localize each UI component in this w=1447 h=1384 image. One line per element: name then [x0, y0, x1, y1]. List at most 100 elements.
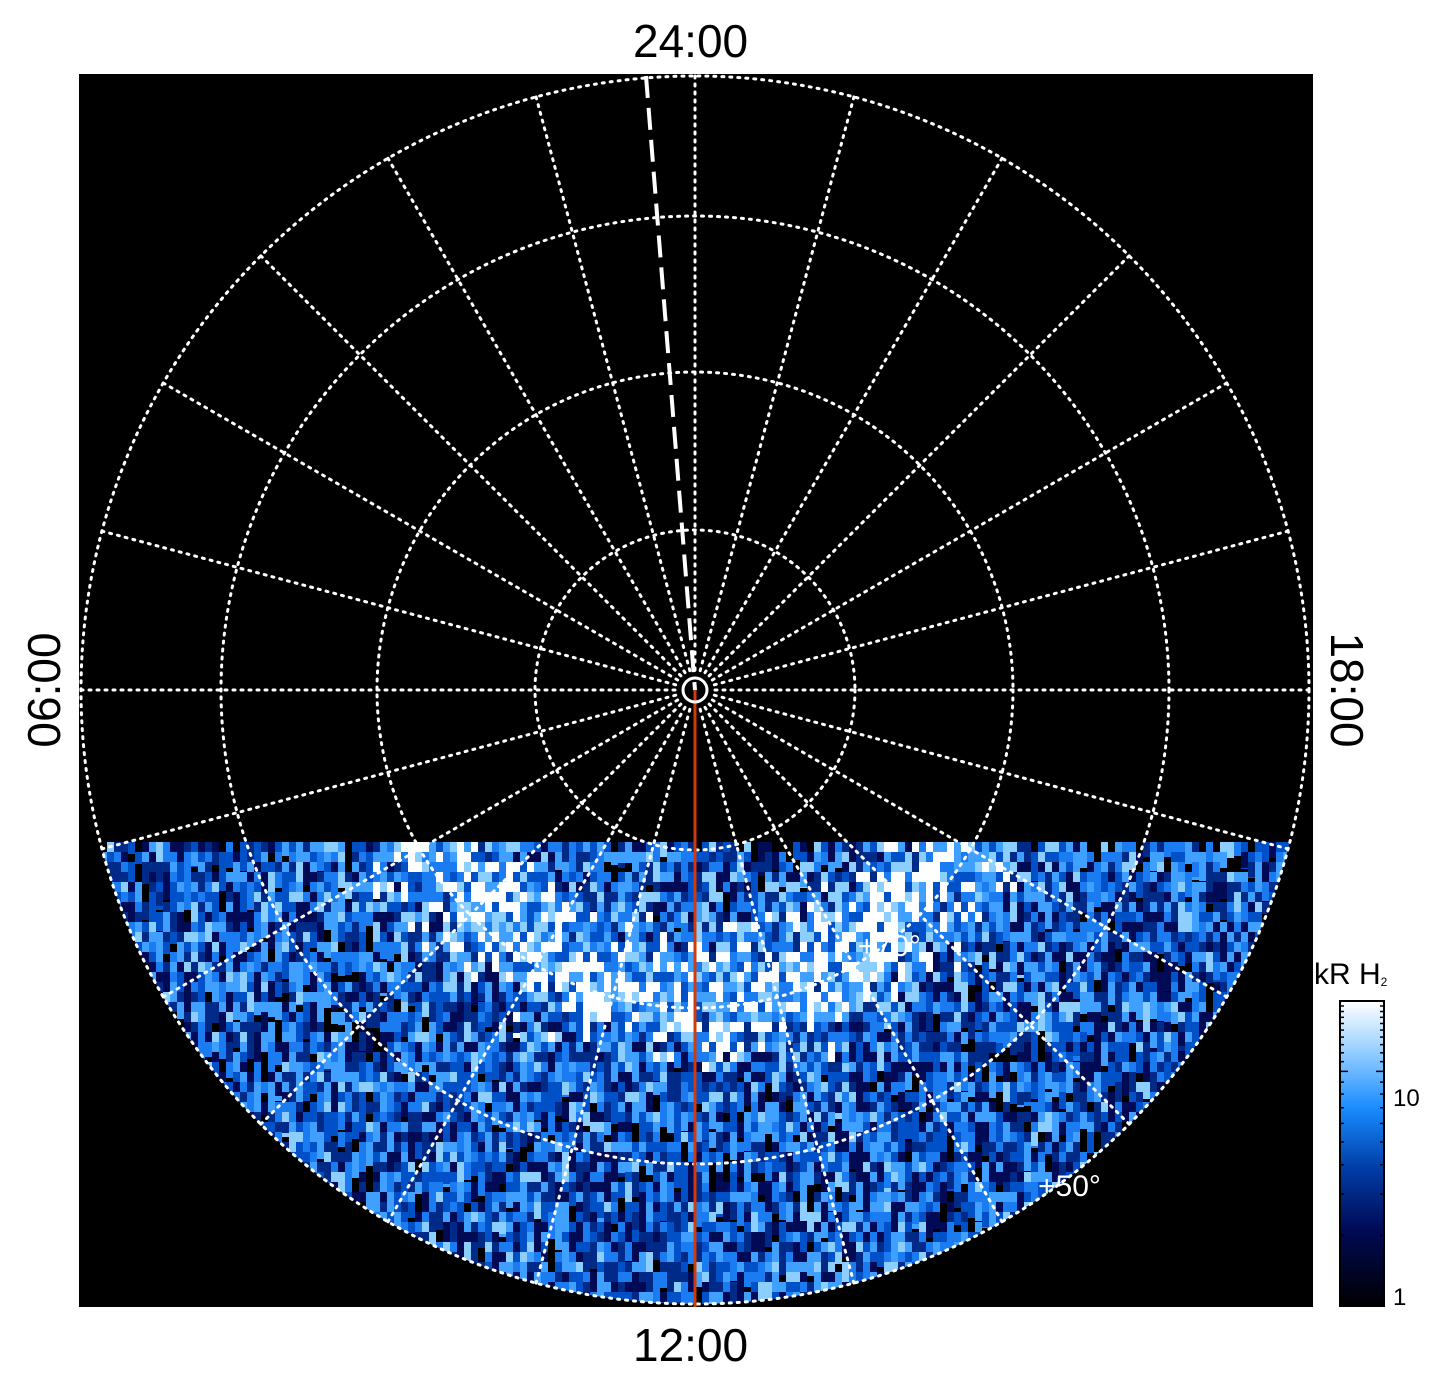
emission-pixel — [611, 952, 618, 971]
emission-pixel — [226, 932, 233, 959]
emission-pixel — [422, 1092, 429, 1107]
emission-pixel — [450, 1062, 457, 1072]
emission-pixel — [898, 912, 905, 922]
emission-pixel — [674, 1212, 681, 1233]
emission-pixel — [618, 1272, 625, 1282]
emission-pixel — [968, 942, 975, 960]
emission-pixel — [632, 952, 639, 962]
emission-pixel — [800, 1052, 807, 1067]
emission-pixel — [807, 912, 814, 926]
emission-pixel — [149, 842, 156, 853]
emission-pixel — [975, 892, 982, 904]
emission-pixel — [331, 1012, 338, 1024]
emission-pixel — [324, 1102, 331, 1116]
emission-pixel — [835, 1032, 842, 1061]
emission-pixel — [422, 942, 429, 952]
emission-pixel — [583, 1192, 590, 1215]
emission-pixel — [513, 1142, 520, 1158]
emission-pixel — [919, 1122, 926, 1133]
emission-pixel — [450, 942, 457, 960]
emission-pixel — [709, 1022, 716, 1036]
emission-pixel — [688, 1252, 695, 1264]
emission-pixel — [310, 892, 317, 910]
emission-pixel — [842, 1132, 849, 1144]
emission-pixel — [618, 1182, 625, 1198]
emission-pixel — [380, 1022, 387, 1038]
emission-pixel — [324, 1122, 331, 1134]
emission-pixel — [877, 1102, 884, 1119]
emission-pixel — [835, 1052, 842, 1066]
emission-pixel — [548, 912, 555, 924]
emission-pixel — [702, 1272, 709, 1288]
emission-pixel — [961, 1122, 968, 1151]
emission-pixel — [779, 852, 786, 868]
emission-pixel — [772, 1092, 779, 1109]
emission-pixel — [625, 912, 632, 925]
emission-pixel — [884, 1212, 891, 1228]
emission-pixel — [835, 1012, 842, 1031]
emission-pixel — [961, 1212, 968, 1230]
emission-pixel — [968, 1132, 975, 1160]
emission-pixel — [870, 1182, 877, 1198]
emission-pixel — [408, 852, 415, 871]
emission-pixel — [660, 1102, 667, 1127]
emission-pixel — [814, 1022, 821, 1036]
emission-pixel — [660, 922, 667, 932]
emission-pixel — [660, 902, 667, 914]
emission-pixel — [226, 962, 233, 975]
emission-pixel — [590, 1122, 597, 1133]
emission-pixel — [667, 1292, 674, 1304]
emission-pixel — [639, 1002, 646, 1015]
emission-pixel — [562, 1102, 569, 1119]
emission-pixel — [142, 862, 149, 879]
emission-pixel — [450, 1152, 457, 1165]
emission-pixel — [786, 1202, 793, 1220]
emission-pixel — [982, 852, 989, 868]
emission-pixel — [618, 1042, 625, 1056]
emission-pixel — [366, 912, 373, 926]
emission-pixel — [345, 1002, 352, 1021]
emission-pixel — [765, 942, 772, 956]
emission-pixel — [380, 1172, 387, 1183]
emission-pixel — [611, 912, 618, 930]
emission-pixel — [814, 882, 821, 897]
emission-pixel — [639, 1292, 646, 1304]
emission-pixel — [954, 1102, 961, 1117]
emission-pixel — [884, 1132, 891, 1145]
emission-pixel — [695, 1012, 702, 1024]
emission-pixel — [457, 862, 464, 877]
emission-pixel — [464, 1052, 471, 1069]
emission-pixel — [765, 1162, 772, 1181]
emission-pixel — [646, 922, 653, 939]
emission-pixel — [163, 942, 170, 954]
emission-pixel — [863, 1232, 870, 1245]
emission-pixel — [884, 1092, 891, 1114]
emission-pixel — [555, 1102, 562, 1116]
emission-pixel — [583, 1232, 590, 1245]
emission-pixel — [394, 902, 401, 912]
emission-pixel — [541, 1222, 548, 1237]
emission-pixel — [562, 1012, 569, 1026]
emission-pixel — [303, 972, 310, 985]
emission-pixel — [695, 1192, 702, 1202]
emission-pixel — [842, 1222, 849, 1236]
emission-pixel — [387, 942, 394, 961]
emission-pixel — [254, 1062, 261, 1089]
emission-pixel — [436, 942, 443, 955]
emission-pixel — [457, 962, 464, 978]
emission-pixel — [674, 1162, 681, 1188]
emission-pixel — [744, 942, 751, 959]
emission-pixel — [702, 1172, 709, 1183]
emission-pixel — [835, 852, 842, 868]
emission-pixel — [170, 882, 177, 892]
emission-pixel — [436, 1152, 443, 1167]
emission-pixel — [856, 1152, 863, 1183]
emission-pixel — [149, 902, 156, 921]
emission-pixel — [429, 1052, 436, 1062]
emission-pixel — [380, 1142, 387, 1161]
emission-pixel — [723, 882, 730, 892]
emission-pixel — [800, 952, 807, 969]
emission-pixel — [296, 992, 303, 1004]
emission-pixel — [954, 1152, 961, 1170]
emission-pixel — [926, 1012, 933, 1031]
